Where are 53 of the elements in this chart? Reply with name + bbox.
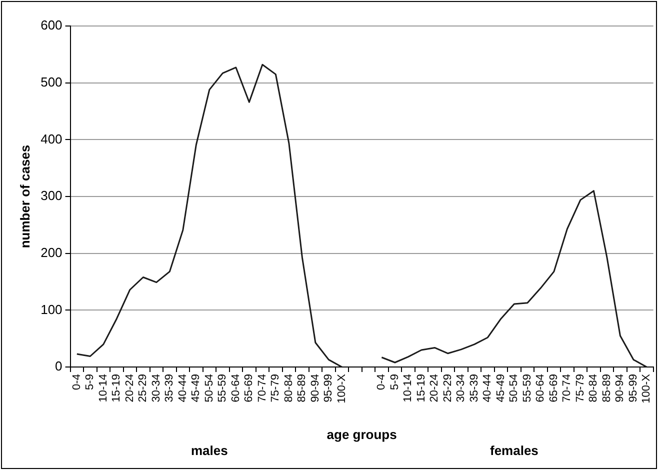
x-tick-label: 80-84 bbox=[282, 374, 295, 402]
x-tick-label: 10-14 bbox=[402, 374, 414, 402]
x-tick-label: 5-9 bbox=[388, 374, 401, 390]
x-tick-label: 50-54 bbox=[203, 374, 216, 402]
y-tick-label: 600 bbox=[40, 18, 62, 33]
x-tick-label: 65-69 bbox=[548, 374, 560, 402]
x-tick-label: 15-19 bbox=[110, 374, 123, 402]
x-tick-label: 50-54 bbox=[508, 374, 520, 402]
x-tick-label: 95-99 bbox=[627, 374, 640, 402]
x-tick-label: 80-84 bbox=[588, 374, 600, 402]
x-tick-label: 85-89 bbox=[296, 374, 308, 402]
x-tick-label: 55-59 bbox=[216, 374, 229, 402]
y-tick-label: 500 bbox=[40, 74, 62, 90]
x-tick-label: 70-74 bbox=[256, 374, 268, 402]
text: males bbox=[190, 443, 228, 458]
x-tick-label: 35-39 bbox=[164, 374, 176, 402]
x-tick-label: 65-69 bbox=[243, 374, 256, 402]
y-axis-title: number of cases bbox=[17, 144, 32, 248]
x-tick-label: 30-34 bbox=[455, 374, 468, 402]
y-tick-label: 400 bbox=[40, 131, 62, 146]
x-tick-label: 100-X bbox=[640, 373, 653, 404]
x-tick-label: 85-89 bbox=[600, 374, 613, 402]
x-tick-label: 40-44 bbox=[482, 374, 494, 402]
x-tick-label: 90-94 bbox=[614, 374, 626, 402]
x-tick-label: 60-64 bbox=[534, 374, 547, 402]
x-tick-label: 45-49 bbox=[190, 374, 202, 402]
x-tick-label: 15-19 bbox=[415, 374, 428, 402]
x-tick-label: 95-99 bbox=[322, 374, 335, 402]
x-tick-label: 30-34 bbox=[150, 374, 162, 402]
x-tick-label: 90-94 bbox=[309, 374, 322, 402]
x-tick-label: 0-4 bbox=[70, 374, 83, 390]
y-tick-label: 0 bbox=[55, 358, 62, 374]
x-tick-label: 0-4 bbox=[376, 374, 388, 390]
x-tick-label: 35-39 bbox=[468, 374, 480, 402]
y-tick-label: 100 bbox=[40, 302, 62, 317]
x-axis-title: age groups bbox=[326, 426, 397, 442]
x-tick-label: 40-44 bbox=[176, 374, 189, 402]
x-tick-label: 10-14 bbox=[97, 374, 110, 402]
x-tick-label: 20-24 bbox=[124, 374, 136, 402]
x-tick-label: 75-79 bbox=[270, 374, 282, 402]
x-tick-label: 60-64 bbox=[230, 374, 242, 402]
x-tick-label: 55-59 bbox=[521, 374, 534, 402]
x-tick-label: 45-49 bbox=[494, 374, 507, 402]
x-tick-label: 70-74 bbox=[561, 374, 574, 402]
y-tick-label: 200 bbox=[40, 244, 62, 260]
x-tick-label: 5-9 bbox=[84, 374, 96, 390]
y-tick-label: 300 bbox=[40, 188, 62, 204]
x-tick-label: 25-29 bbox=[137, 374, 150, 402]
x-tick-label: 100-X bbox=[336, 373, 348, 404]
x-tick-label: 75-79 bbox=[574, 374, 586, 402]
x-tick-label: 20-24 bbox=[428, 374, 441, 402]
text: females bbox=[490, 443, 538, 458]
x-tick-label: 25-29 bbox=[442, 374, 454, 402]
